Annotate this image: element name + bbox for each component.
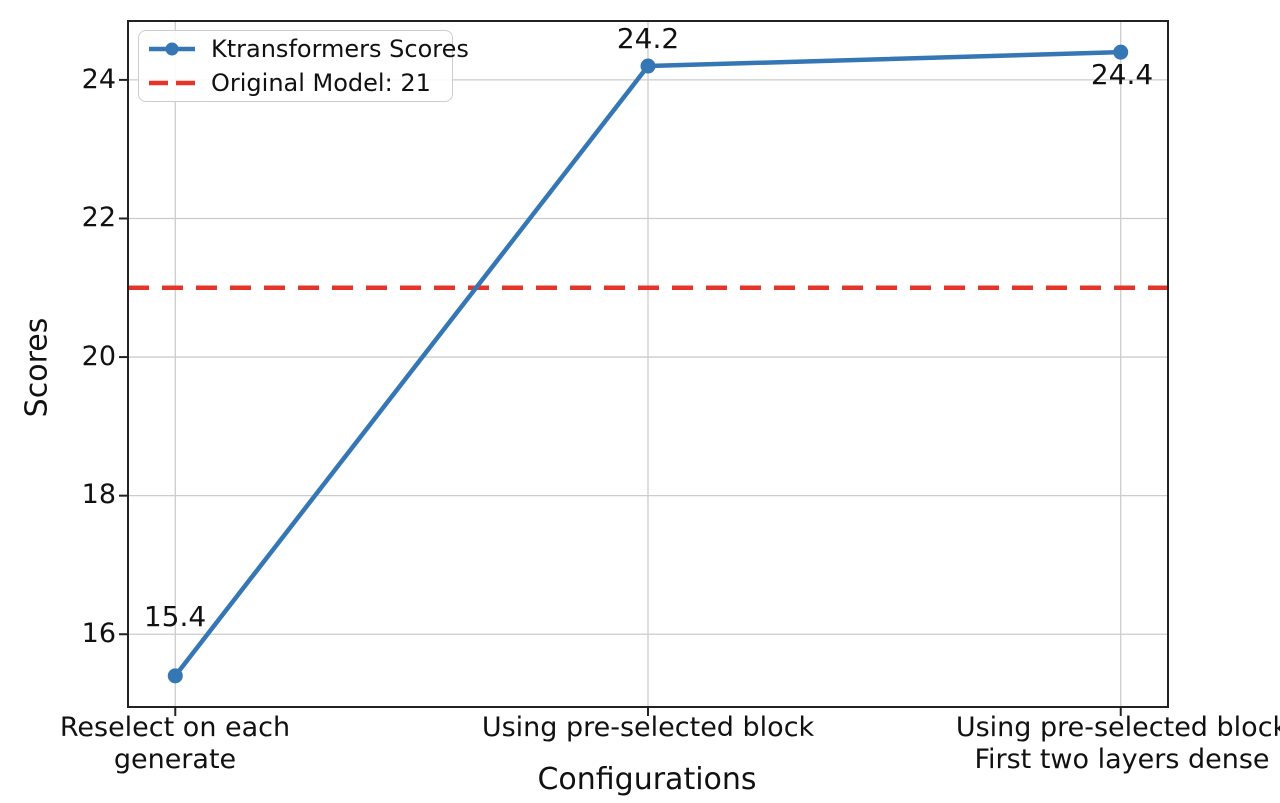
- y-axis-label: Scores: [19, 317, 55, 418]
- dashed-line-sample-icon: [149, 80, 195, 85]
- y-tick-label: 18: [81, 479, 116, 510]
- legend: Ktransformers Scores Original Model: 21: [138, 30, 469, 102]
- x-tick-label: Using pre-selected block: [481, 712, 815, 743]
- line-marker-sample-icon: [149, 42, 195, 56]
- point-value-label: 24.2: [616, 22, 680, 55]
- y-tick-label: 20: [81, 341, 116, 372]
- legend-label-reference: Original Model: 21: [211, 68, 431, 97]
- point-value-label: 15.4: [143, 600, 207, 633]
- x-tick-label: Using pre-selected block First two layer…: [955, 712, 1280, 775]
- legend-label-series: Ktransformers Scores: [211, 35, 469, 64]
- x-axis-label: Configurations: [537, 762, 757, 797]
- y-tick-label: 24: [81, 64, 116, 95]
- y-tick-label: 22: [81, 202, 116, 233]
- legend-item-reference: Original Model: 21: [147, 69, 444, 98]
- point-value-label: 24.4: [1090, 58, 1154, 91]
- y-tick-label: 16: [81, 618, 116, 649]
- legend-item-series: Ktransformers Scores: [147, 35, 469, 64]
- x-tick-label: Reselect on each generate: [59, 712, 291, 775]
